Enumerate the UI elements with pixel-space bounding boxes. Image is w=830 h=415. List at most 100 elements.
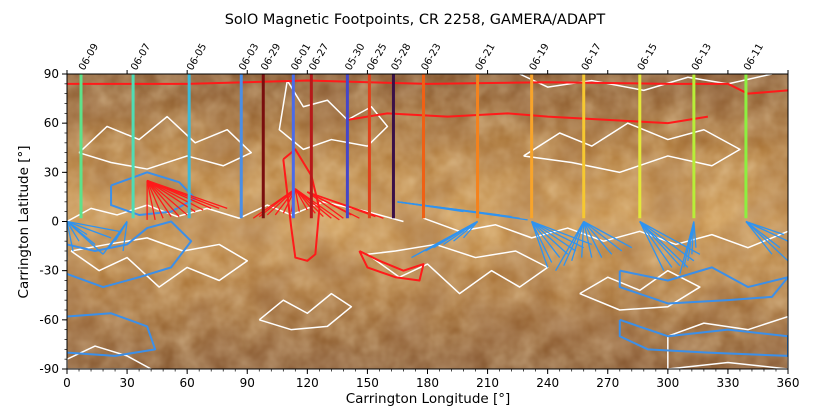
footpoint-line	[583, 220, 623, 252]
footpoint-fan	[102, 221, 128, 255]
footpoint-fan	[146, 179, 228, 220]
x-tick-label: 300	[656, 376, 679, 390]
chart-title: SolO Magnetic Footpoints, CR 2258, GAMER…	[225, 12, 606, 28]
footpoint-fan	[411, 220, 479, 259]
date-label: 06-25	[365, 42, 389, 73]
footpoint-line	[146, 179, 204, 211]
footpoint-line	[555, 221, 585, 271]
x-tick-label: 150	[356, 376, 379, 390]
y-tick-label: -30	[39, 264, 59, 278]
y-tick-label: -90	[39, 362, 59, 376]
x-tick-label: 360	[777, 376, 800, 390]
date-label: 06-09	[77, 42, 101, 73]
footpoint-line	[146, 180, 172, 217]
footpoint-line	[531, 221, 549, 268]
date-label: 06-29	[259, 42, 283, 73]
x-tick-label: 30	[119, 376, 134, 390]
footpoint-line	[453, 220, 478, 242]
footpoint-line	[531, 221, 569, 255]
negative-polarity-boundary	[67, 171, 788, 357]
footpoint-line	[67, 221, 74, 252]
x-tick-label: 180	[416, 376, 439, 390]
footpoint-line	[745, 221, 788, 262]
y-axis-ticks: -90 -60 -30 0 30 60 90	[39, 67, 67, 376]
neutral-line-contours	[67, 74, 788, 369]
date-label: 06-13	[690, 42, 714, 73]
x-tick-label: 60	[180, 376, 195, 390]
date-label: 06-19	[528, 42, 552, 73]
footpoint-line	[146, 180, 188, 216]
footpoint-line	[67, 221, 80, 242]
y-tick-label: 30	[44, 165, 59, 179]
x-tick-label: 0	[63, 376, 71, 390]
footpoint-line	[563, 221, 585, 267]
footpoint-fan	[745, 220, 788, 262]
footpoint-fan	[67, 220, 120, 261]
date-label: 06-07	[129, 42, 153, 73]
y-tick-label: 90	[44, 67, 59, 81]
y-tick-label: 0	[51, 215, 59, 229]
date-label: 06-05	[185, 42, 209, 73]
footpoint-line	[531, 221, 561, 258]
x-axis-ticks: 0 30 60 90 120 150 180 210 240 270 300 330 360	[63, 70, 799, 390]
date-marker-lines	[79, 74, 748, 219]
x-axis-label: Carrington Longitude [°]	[346, 391, 511, 407]
footpoint-line	[463, 221, 479, 239]
footpoint-line	[306, 191, 344, 219]
footpoint-fan	[679, 221, 697, 275]
date-label: 06-23	[420, 42, 444, 73]
footpoint-line	[67, 220, 120, 232]
footpoint-line	[266, 188, 296, 216]
date-label: 06-15	[636, 42, 660, 73]
footpoint-line	[122, 221, 128, 252]
footpoint-fan	[531, 220, 592, 268]
x-tick-label: 210	[476, 376, 499, 390]
footpoint-line	[531, 221, 553, 263]
x-tick-label: 120	[296, 376, 319, 390]
footpoint-line	[639, 221, 665, 271]
footpoint-line	[745, 220, 788, 242]
footpoint-line	[294, 188, 308, 211]
footpoint-line	[639, 221, 681, 267]
footpoint-line	[67, 220, 112, 239]
footpoint-line	[745, 220, 781, 249]
footpoint-line	[691, 221, 695, 255]
footpoint-line	[639, 221, 673, 268]
x-tick-label: 270	[596, 376, 619, 390]
x-tick-label: 240	[536, 376, 559, 390]
footpoint-line	[583, 221, 593, 258]
footpoint-line	[146, 179, 196, 213]
footpoint-fan	[639, 220, 701, 271]
footpoint-line	[583, 220, 633, 249]
footpoint-line	[531, 220, 577, 252]
footpoint-line	[118, 221, 128, 235]
y-tick-label: 60	[44, 116, 59, 130]
footpoint-line	[294, 188, 300, 212]
x-tick-label: 330	[716, 376, 739, 390]
footpoint-line	[571, 221, 585, 262]
date-label: 06-03	[237, 42, 261, 73]
footpoint-fan	[555, 220, 633, 271]
footpoint-line	[146, 179, 228, 210]
footpoint-line	[745, 221, 773, 255]
footpoint-line	[693, 221, 697, 248]
footpoint-line	[581, 221, 585, 258]
footpoint-connections	[67, 179, 788, 275]
footpoint-line	[294, 188, 340, 221]
coronal-hole-texture	[67, 74, 788, 369]
date-label: 05-28	[390, 42, 414, 73]
footpoint-line	[146, 180, 164, 219]
footpoint-line	[583, 221, 603, 258]
footpoint-line	[146, 180, 180, 218]
date-label: 06-17	[580, 42, 604, 73]
y-tick-label: -60	[39, 313, 59, 327]
footpoint-line	[531, 220, 585, 249]
footpoint-line	[258, 188, 296, 218]
y-axis-label: Carrington Latitude [°]	[16, 146, 32, 299]
date-label: 05-30	[343, 42, 367, 73]
footpoint-line	[745, 220, 785, 236]
footpoint-line	[307, 191, 360, 219]
date-label: 06-21	[474, 42, 498, 73]
footpoint-line	[583, 221, 613, 255]
